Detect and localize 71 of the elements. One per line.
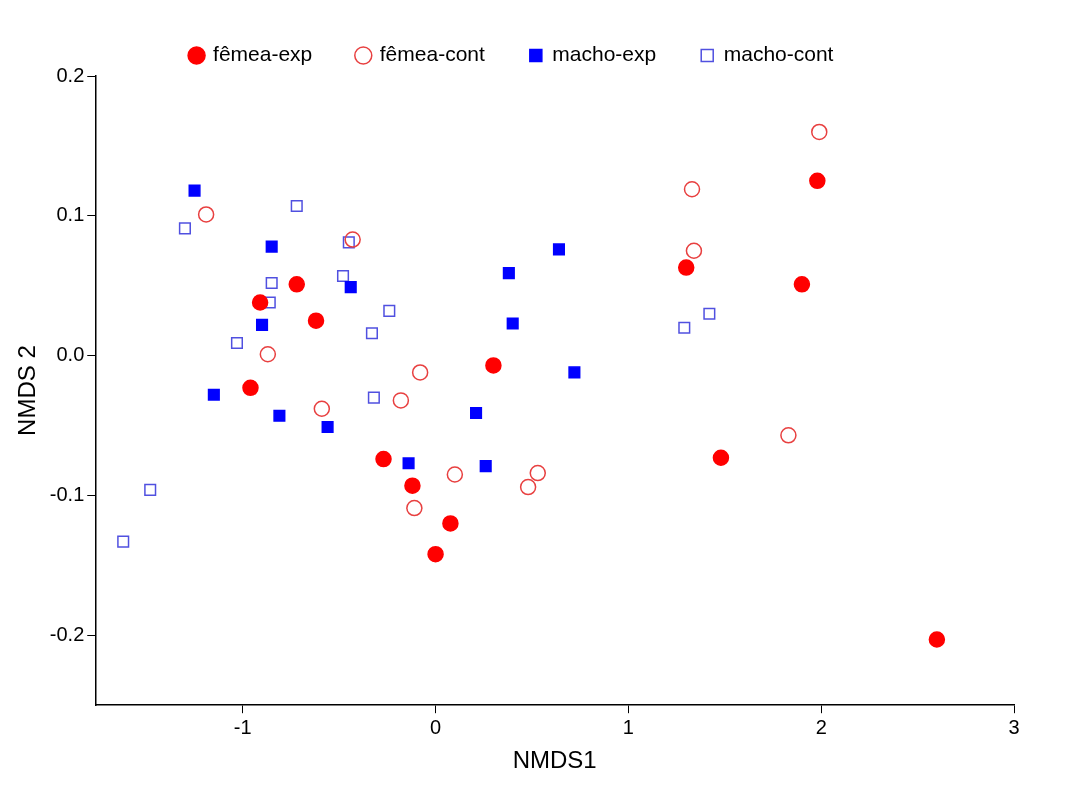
point — [677, 259, 695, 276]
point — [144, 483, 157, 496]
x-tick-label: 0 — [430, 715, 442, 738]
legend-label: macho-cont — [723, 42, 834, 66]
y-axis-title: NMDS 2 — [13, 345, 41, 436]
point — [265, 276, 278, 289]
point — [568, 366, 581, 379]
point — [255, 318, 269, 331]
point — [502, 267, 515, 280]
point — [367, 391, 380, 404]
legend-label: fêmea-exp — [213, 42, 313, 66]
point — [188, 184, 201, 197]
point — [313, 400, 331, 418]
point — [552, 243, 566, 256]
point — [685, 242, 703, 260]
point — [809, 172, 826, 190]
point — [259, 346, 277, 363]
point — [251, 294, 269, 311]
point — [712, 449, 730, 466]
point — [479, 460, 492, 473]
point — [336, 269, 350, 282]
point — [928, 631, 946, 648]
point — [117, 535, 130, 548]
point — [446, 466, 464, 483]
y-tick-label: 0.0 — [56, 343, 85, 366]
point — [780, 427, 797, 444]
point — [683, 181, 701, 198]
point — [529, 464, 547, 482]
legend-label: macho-exp — [552, 42, 657, 66]
point — [383, 304, 396, 317]
point — [404, 477, 421, 494]
point — [427, 545, 444, 563]
point — [519, 478, 537, 496]
point — [470, 406, 483, 420]
point — [288, 276, 305, 293]
point — [811, 123, 828, 141]
point — [290, 199, 303, 213]
x-tick-label: 3 — [1008, 715, 1020, 738]
point — [411, 364, 429, 381]
point — [342, 236, 355, 249]
point — [793, 276, 811, 293]
point — [344, 281, 357, 294]
point — [406, 499, 423, 517]
point — [392, 392, 410, 409]
legend-label: fêmea-cont — [379, 42, 485, 66]
point — [178, 222, 191, 235]
point — [242, 379, 259, 397]
point — [375, 450, 392, 468]
point — [321, 420, 334, 434]
y-tick-label: 0.1 — [56, 203, 85, 226]
point — [344, 231, 361, 248]
y-tick-label: -0.2 — [49, 622, 85, 645]
point — [207, 388, 220, 401]
x-tick-label: 1 — [622, 715, 634, 738]
point — [365, 327, 378, 340]
point — [230, 337, 244, 350]
point — [442, 515, 459, 532]
x-axis-title: NMDS1 — [512, 746, 597, 774]
point — [197, 206, 215, 223]
y-tick-label: -0.1 — [49, 482, 85, 505]
point — [506, 317, 519, 330]
point — [265, 240, 278, 253]
point — [485, 357, 502, 374]
point — [307, 312, 325, 329]
point — [273, 409, 286, 422]
point — [703, 307, 716, 320]
x-tick-label: 2 — [815, 715, 827, 738]
x-tick-label: -1 — [233, 715, 252, 738]
point — [402, 457, 415, 470]
point — [678, 321, 691, 334]
y-tick-label: 0.2 — [56, 63, 85, 86]
